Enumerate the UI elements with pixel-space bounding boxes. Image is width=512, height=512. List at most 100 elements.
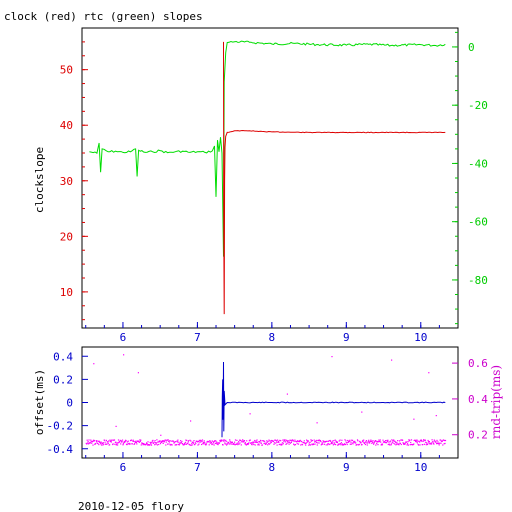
rtt-point — [97, 440, 99, 442]
rtt-point — [292, 439, 294, 442]
rtt-point — [236, 442, 238, 444]
rtt-point — [233, 442, 235, 445]
rtt-point — [276, 439, 279, 441]
rtt-point — [130, 439, 132, 441]
rtt-point — [273, 442, 275, 444]
rtt-point — [131, 443, 133, 445]
rtt-point — [228, 443, 230, 445]
rtt-point — [381, 444, 383, 446]
rtt-point — [356, 439, 359, 441]
rtt-point — [184, 443, 186, 445]
rtt-point — [188, 444, 191, 446]
rtt-point — [323, 441, 325, 443]
rtt-point — [327, 440, 330, 442]
rtt-point — [116, 443, 118, 445]
rtt-point — [159, 441, 161, 443]
rtt-point — [433, 443, 435, 445]
rtt-point — [113, 439, 116, 441]
rtt-point — [202, 441, 204, 443]
rtt-point — [287, 440, 289, 442]
rtt-point — [340, 444, 342, 446]
rtt-point — [194, 443, 196, 446]
rtt-point — [375, 440, 377, 442]
rtt-point — [430, 443, 432, 445]
rtt-point — [407, 441, 409, 443]
rtt-point — [260, 440, 262, 442]
rtt-point — [110, 441, 112, 443]
rtt-point — [117, 442, 119, 444]
rtt-point — [268, 443, 270, 445]
rtt-point — [387, 443, 389, 446]
rtt-point — [426, 442, 428, 444]
top-plot-frame — [81, 27, 459, 329]
rtt-point — [427, 441, 430, 443]
rtt-point — [438, 443, 440, 445]
rtt-point — [256, 439, 258, 441]
top-yleft-tick-label: 10 — [60, 286, 73, 299]
rtt-outlier-point — [123, 354, 125, 356]
rtt-point — [181, 440, 183, 442]
rtt-point — [171, 444, 173, 446]
rtt-point — [186, 439, 188, 442]
rtt-point — [103, 443, 105, 445]
rtt-point — [290, 441, 292, 443]
rtt-point — [155, 443, 157, 445]
rtt-point — [215, 442, 217, 444]
bottom-x-tick-label: 8 — [269, 461, 276, 474]
rtt-point — [325, 441, 327, 443]
rtt-point — [250, 442, 252, 444]
rtt-point — [244, 443, 246, 445]
rtt-point — [104, 439, 106, 441]
rtt-point — [99, 441, 101, 443]
rtt-point — [377, 441, 380, 443]
rtt-point — [394, 441, 397, 443]
rtt-point — [441, 440, 443, 442]
rtt-point — [124, 440, 126, 442]
rtt-point — [217, 444, 219, 446]
rtt-point — [335, 440, 337, 442]
rtt-point — [373, 443, 375, 445]
rtt-point — [289, 441, 291, 443]
bottom-yright-tick-label: 0.2 — [468, 429, 488, 442]
rtt-point — [336, 441, 338, 443]
rtt-point — [245, 444, 247, 446]
rtt-point — [245, 443, 247, 445]
rtt-point — [366, 442, 368, 444]
rtt-point — [211, 440, 213, 442]
rtt-point — [352, 443, 354, 445]
rtt-point — [204, 443, 206, 445]
rtt-point — [352, 441, 355, 443]
rtt-point — [96, 441, 98, 443]
rtt-point — [402, 439, 404, 441]
rtt-point — [322, 440, 324, 442]
rtt-point — [378, 439, 380, 441]
rtt-point — [349, 443, 351, 445]
rtt-point — [246, 440, 248, 442]
rtt-point — [287, 442, 289, 444]
rtt-point — [283, 439, 285, 441]
rtt-point — [155, 442, 157, 444]
rtt-point — [275, 439, 277, 442]
rtt-point — [175, 441, 177, 443]
rtt-point — [344, 443, 346, 446]
rtt-point — [138, 441, 141, 443]
rtt-point — [404, 443, 406, 445]
rtt-point — [351, 442, 353, 444]
rtt-point — [239, 442, 241, 444]
rtt-point — [184, 442, 186, 444]
rtt-point — [104, 441, 106, 443]
rtt-point — [134, 441, 137, 444]
rtt-outlier-point — [249, 413, 251, 415]
bottom-yleft-tick-label: 0.4 — [53, 350, 73, 363]
rtt-point — [339, 439, 341, 441]
rtt-point — [114, 443, 116, 445]
rtt-point — [309, 444, 311, 446]
rtt-point — [230, 442, 232, 444]
rtt-point — [285, 441, 287, 443]
rtt-point — [247, 443, 250, 445]
rtt-point — [105, 443, 107, 445]
top-x-tick-label: 8 — [269, 331, 276, 344]
rtt-point — [126, 441, 128, 443]
rtt-point — [221, 439, 223, 441]
rtt-point — [98, 444, 100, 446]
